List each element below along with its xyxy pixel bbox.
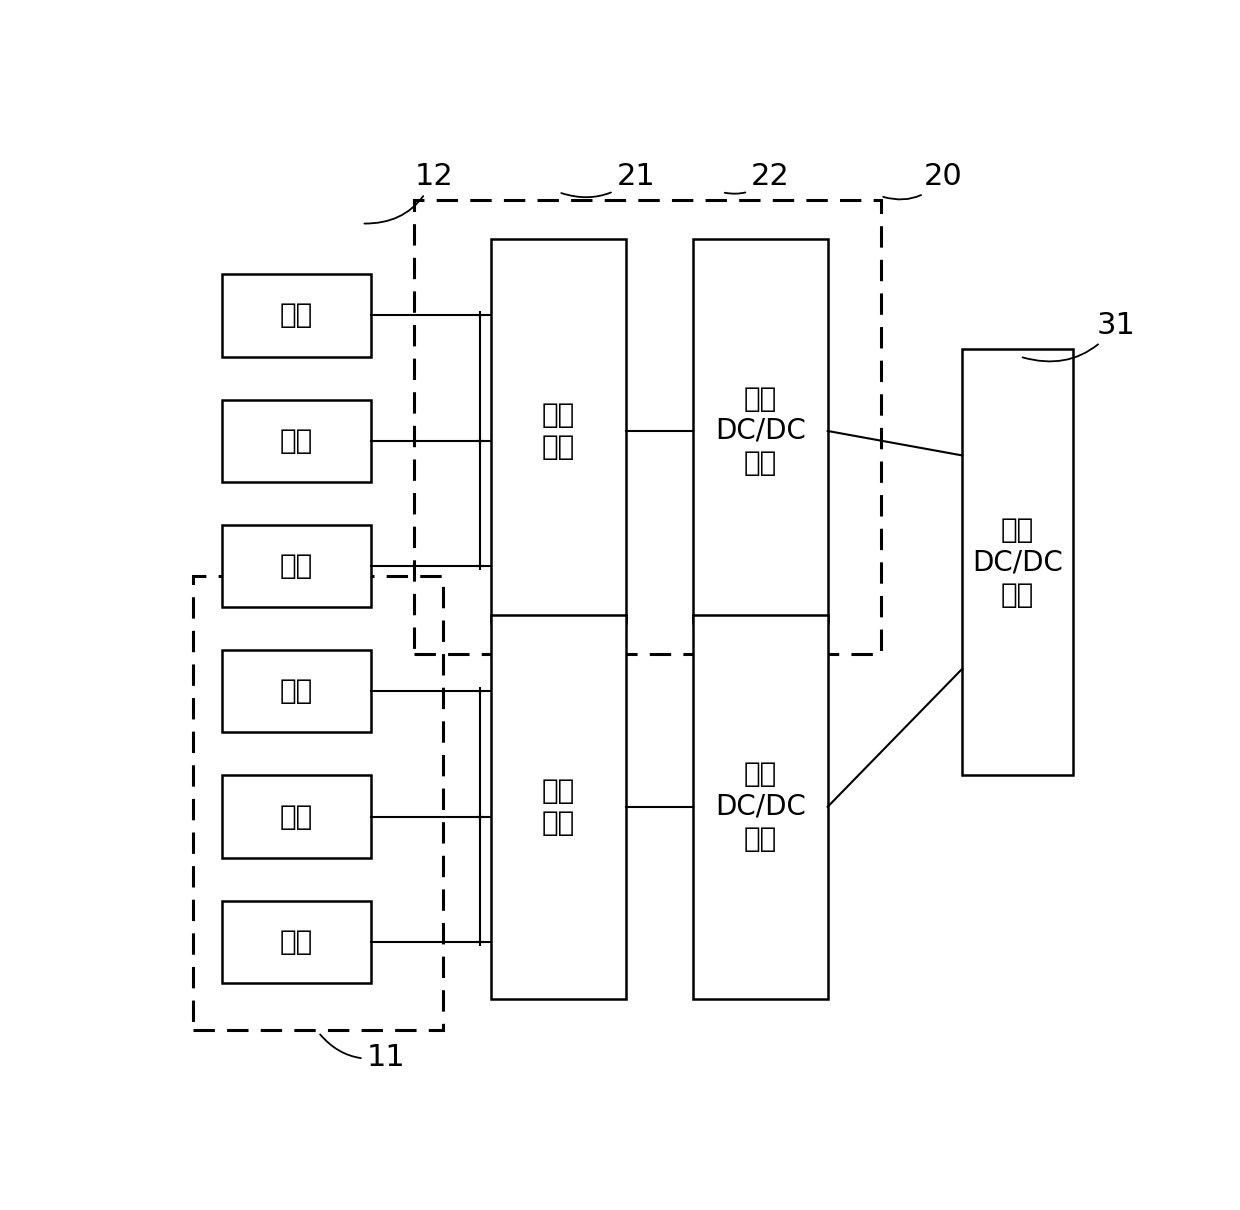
Bar [962,348,1073,776]
Text: 第一
DC/DC
模块: 第一 DC/DC 模块 [715,385,806,478]
Bar [222,275,371,357]
Bar [193,576,444,1030]
Bar [222,525,371,607]
Text: 21: 21 [562,162,655,197]
Bar [222,399,371,482]
Text: 电芯: 电芯 [280,552,314,580]
Bar [222,900,371,983]
Text: 22: 22 [724,162,790,194]
Text: 电芯: 电芯 [280,678,314,705]
Bar [491,615,626,998]
Text: 31: 31 [1023,311,1136,362]
Text: 电芯: 电芯 [280,427,314,455]
Text: 11: 11 [320,1035,405,1072]
Text: 20: 20 [883,162,962,200]
Text: 第一
DC/DC
模块: 第一 DC/DC 模块 [715,760,806,853]
Bar [693,240,828,623]
Bar [222,650,371,732]
Text: 电芯: 电芯 [280,301,314,329]
Bar [222,776,371,858]
Bar [491,240,626,623]
Text: 12: 12 [365,162,454,224]
Text: 选择
电路: 选择 电路 [542,777,575,837]
Bar [414,200,880,655]
Text: 第二
DC/DC
模块: 第二 DC/DC 模块 [972,515,1063,609]
Text: 电芯: 电芯 [280,802,314,830]
Text: 电芯: 电芯 [280,928,314,956]
Bar [693,615,828,998]
Text: 选择
电路: 选择 电路 [542,401,575,461]
